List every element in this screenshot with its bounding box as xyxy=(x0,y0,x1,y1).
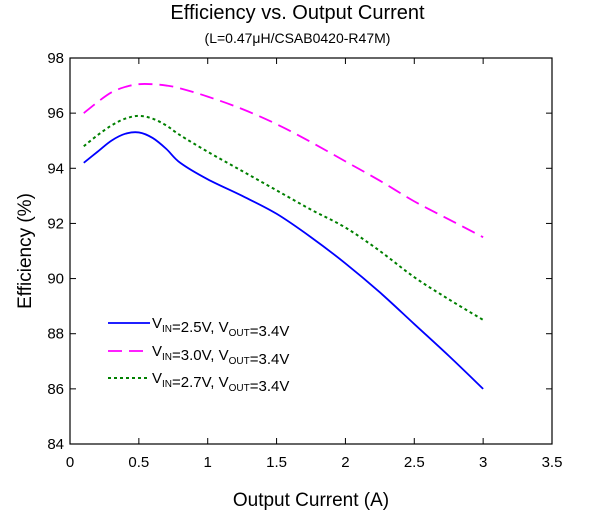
x-tick-label: 1 xyxy=(204,454,212,471)
chart-title: Efficiency vs. Output Current xyxy=(170,2,425,24)
x-tick-label: 0.5 xyxy=(128,454,149,471)
y-tick-label: 96 xyxy=(47,105,64,122)
series-lines xyxy=(83,83,484,390)
series-line-2 xyxy=(83,83,484,239)
y-tick-label: 94 xyxy=(47,160,64,177)
x-tick-label: 2.5 xyxy=(404,454,425,471)
y-tick-label: 86 xyxy=(47,381,64,398)
x-tick-label: 0 xyxy=(66,454,74,471)
legend-label-3: VIN=2.7V, VOUT=3.4V xyxy=(152,370,289,395)
x-axis-ticks: 0 0.5 1 1.5 2 2.5 3 3.5 xyxy=(66,58,563,471)
y-axis-ticks: 84 86 88 90 92 94 96 98 xyxy=(47,50,552,453)
y-tick-label: 88 xyxy=(47,326,64,343)
legend-label-2: VIN=3.0V, VOUT=3.4V xyxy=(152,343,289,368)
y-tick-label: 90 xyxy=(47,271,64,288)
x-tick-label: 3.5 xyxy=(542,454,563,471)
y-tick-label: 92 xyxy=(47,215,64,232)
y-tick-label: 84 xyxy=(47,436,64,453)
x-tick-label: 2 xyxy=(341,454,349,471)
y-axis-label: Efficiency (%) xyxy=(15,193,36,309)
legend-label-1: VIN=2.5V, VOUT=3.4V xyxy=(152,315,289,340)
x-tick-label: 3 xyxy=(479,454,487,471)
series-line-1 xyxy=(83,131,484,390)
y-tick-label: 98 xyxy=(47,50,64,67)
x-tick-label: 1.5 xyxy=(266,454,287,471)
x-axis-label: Output Current (A) xyxy=(233,490,389,511)
plot-frame xyxy=(69,57,553,445)
legend: VIN=2.5V, VOUT=3.4V VIN=3.0V, VOUT=3.4VVI… xyxy=(108,315,289,395)
chart-subtitle: (L=0.47μH/CSAB0420-R47M) xyxy=(204,30,391,46)
